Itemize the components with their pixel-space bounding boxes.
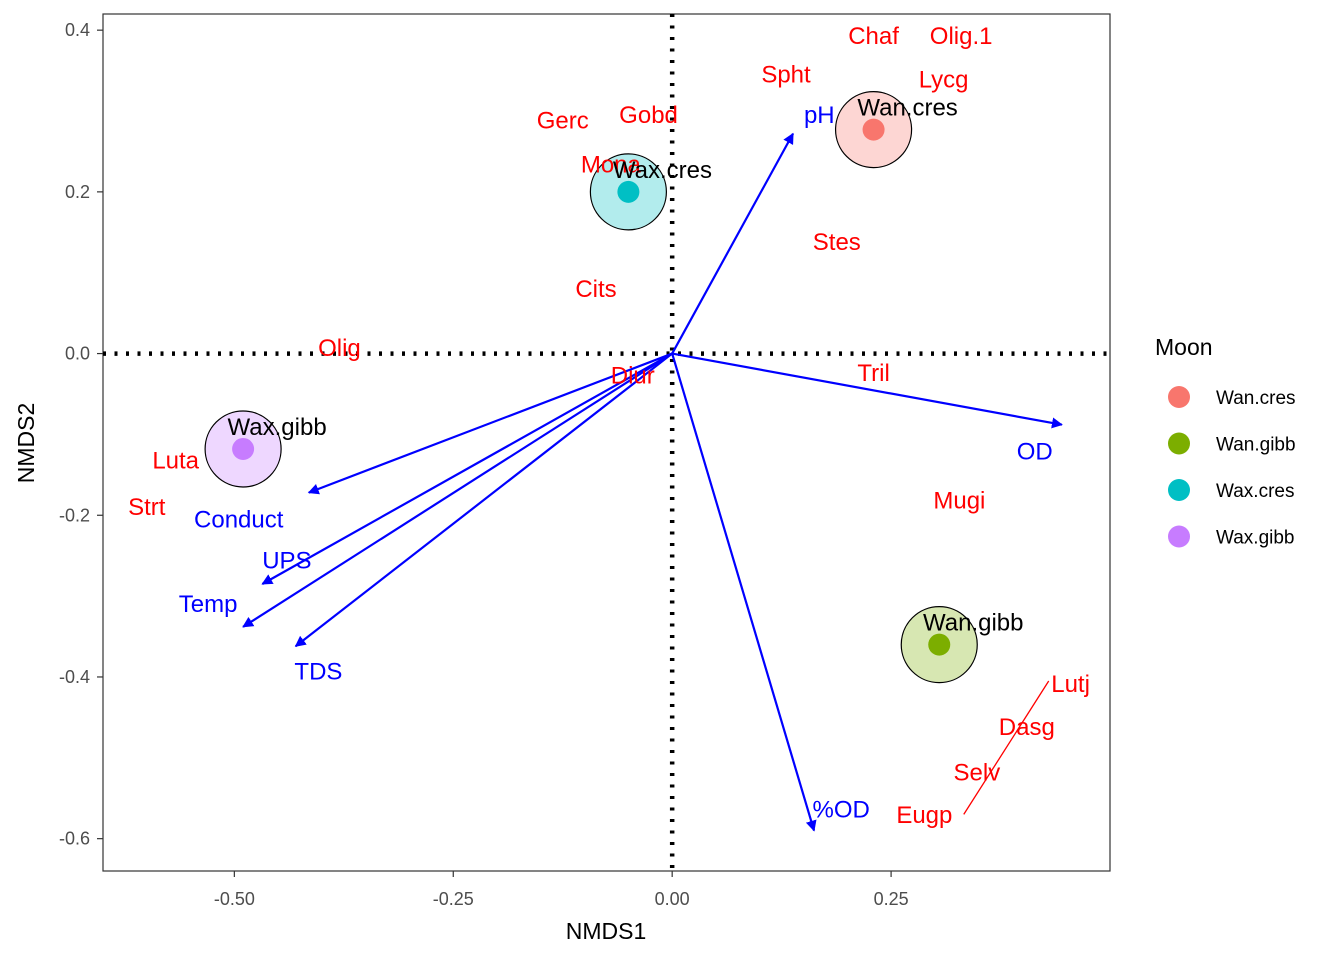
species-label: Lycg (919, 66, 969, 93)
vector-label: OD (1017, 438, 1053, 465)
vector-arrow (671, 132, 794, 355)
vector-label: UPS (262, 548, 311, 575)
legend-title: Moon (1155, 334, 1213, 360)
legend-key (1168, 432, 1190, 455)
plot-panel (102, 13, 1111, 872)
x-tick-label: -0.25 (433, 889, 474, 909)
vector-label: Temp (179, 591, 238, 618)
legend-label: Wax.cres (1216, 481, 1294, 502)
y-tick-label: -0.2 (59, 505, 90, 525)
species-label: Olig (318, 335, 361, 362)
species-label: Gobd (619, 102, 678, 129)
x-tick-label: 0.25 (874, 889, 909, 909)
group-centroid-point (928, 633, 951, 656)
species-label: Tril (857, 360, 889, 387)
y-tick-label: 0.0 (65, 344, 90, 364)
legend-label: Wan.gibb (1216, 435, 1296, 456)
species-label: Chaf (848, 23, 899, 50)
species-label: Selv (954, 759, 1001, 786)
legend-key (1168, 386, 1190, 408)
group-centroid-point (862, 118, 885, 141)
x-tick-label: -0.50 (214, 889, 255, 909)
y-tick-label: 0.4 (65, 20, 90, 40)
legend: Moon Wan.cres Wan.gibb Wax.cres Wax.gibb (1155, 334, 1296, 549)
species-label: Mona (581, 151, 642, 178)
group-label: Wax.cres (613, 157, 712, 184)
legend-label: Wax.gibb (1216, 528, 1295, 549)
species-label: Lutj (1051, 671, 1090, 698)
species-label: Diur (611, 362, 655, 389)
group-centroid-point (617, 180, 640, 203)
species-label: Dasg (999, 714, 1055, 741)
vector-label: Conduct (194, 506, 284, 533)
y-tick-label: -0.6 (59, 829, 90, 849)
y-axis-title: NMDS2 (13, 403, 39, 484)
plot-layer: -0.50 -0.25 0.00 0.25 -0.6 -0.4 -0.2 0.0 0.2 0.4 C… (59, 14, 1110, 909)
vector-label: %OD (813, 797, 870, 824)
vector-arrow (261, 352, 673, 585)
group-label: Wan.cres (857, 95, 957, 122)
species-label: Luta (152, 447, 199, 474)
vector-arrow (242, 352, 673, 628)
vector-label: pH (804, 102, 835, 129)
x-tick-label: 0.00 (655, 889, 690, 909)
legend-key (1168, 525, 1190, 548)
legend-label: Wan.cres (1216, 388, 1296, 409)
y-tick-label: 0.2 (65, 182, 90, 202)
vector-arrow (307, 352, 673, 495)
species-label: Olig.1 (930, 23, 993, 50)
group-centroid-point (232, 437, 255, 460)
legend-key (1168, 479, 1190, 501)
species-label: Strt (128, 494, 166, 521)
vector-label: TDS (294, 658, 342, 685)
vector-arrow (671, 352, 1063, 429)
group-label: Wax.gibb (228, 414, 327, 441)
species-label: Spht (761, 62, 811, 89)
species-label: Eugp (896, 802, 952, 829)
species-label: Gerc (537, 108, 589, 135)
vector-arrow (671, 353, 817, 832)
species-segment (963, 680, 1050, 815)
species-label: Cits (575, 276, 616, 303)
group-label: Wan.gibb (923, 610, 1024, 637)
y-tick-label: -0.4 (59, 667, 90, 687)
vector-arrow (294, 352, 673, 648)
species-label: Mugi (933, 488, 985, 515)
x-axis-title: NMDS1 (566, 918, 647, 944)
species-label: Stes (813, 229, 861, 256)
